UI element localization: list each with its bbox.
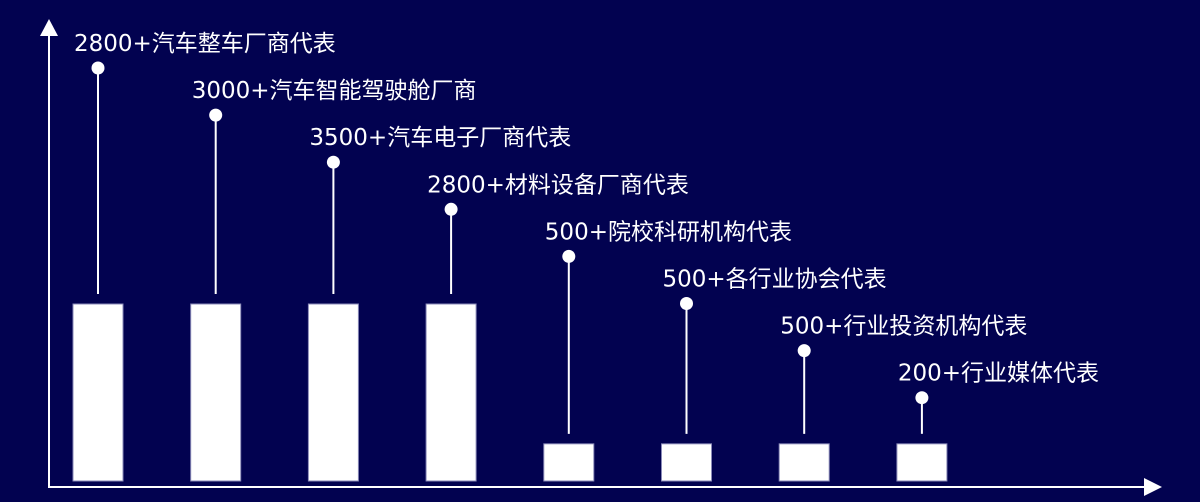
leader-dot xyxy=(209,108,223,122)
bar-label: 200+行业媒体代表 xyxy=(898,361,1099,387)
bar-group: 2800+汽车整车厂商代表 xyxy=(72,31,336,482)
bar xyxy=(307,303,359,482)
bar xyxy=(543,443,595,482)
bar-group: 500+行业投资机构代表 xyxy=(778,314,1027,482)
bar-group: 3000+汽车智能驾驶舱厂商 xyxy=(190,78,477,482)
bar xyxy=(896,443,948,482)
bar-label: 500+各行业协会代表 xyxy=(663,267,887,293)
y-axis-arrow-icon xyxy=(40,19,58,36)
bar xyxy=(72,303,124,482)
bar xyxy=(425,303,477,482)
leader-dot xyxy=(444,202,458,216)
bar-group: 500+院校科研机构代表 xyxy=(543,219,792,482)
bar-label: 2800+材料设备厂商代表 xyxy=(427,172,689,198)
leader-dot xyxy=(326,155,340,169)
bar-label: 500+行业投资机构代表 xyxy=(780,314,1027,340)
leader-dot xyxy=(562,249,576,263)
leader-dot xyxy=(680,297,693,310)
bar-label: 2800+汽车整车厂商代表 xyxy=(74,31,336,57)
x-axis-arrow-icon xyxy=(1144,478,1162,496)
bar-group: 3500+汽车电子厂商代表 xyxy=(307,125,571,482)
leader-dot xyxy=(797,344,811,358)
bar-label: 500+院校科研机构代表 xyxy=(545,219,792,245)
bar-label: 3500+汽车电子厂商代表 xyxy=(309,125,571,151)
bar-label: 3000+汽车智能驾驶舱厂商 xyxy=(192,78,477,104)
leader-dot xyxy=(91,61,105,75)
bar-group: 2800+材料设备厂商代表 xyxy=(425,172,689,482)
x-axis xyxy=(48,478,1162,496)
leader-dot xyxy=(915,391,929,405)
y-axis xyxy=(40,19,58,488)
bar xyxy=(190,303,242,482)
bar-group: 200+行业媒体代表 xyxy=(896,361,1099,482)
bar xyxy=(778,443,830,482)
bar-group: 500+各行业协会代表 xyxy=(661,267,887,482)
bar xyxy=(661,443,712,482)
